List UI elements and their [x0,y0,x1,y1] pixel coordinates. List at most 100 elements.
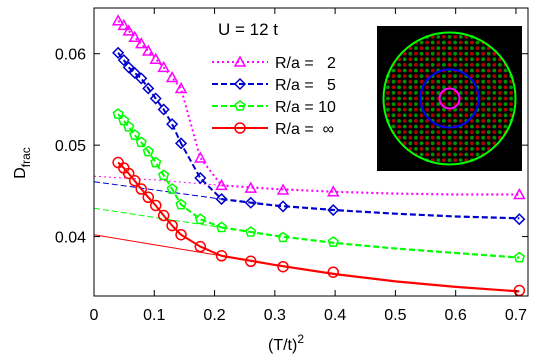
lattice-dot [414,96,418,101]
lattice-dot [492,113,497,118]
lattice-dot [436,85,441,90]
lattice-dot [408,102,413,106]
lattice-dot [419,152,424,157]
lattice-dot [464,46,469,50]
lattice-dot [470,130,474,135]
lattice-dot [397,107,401,112]
lattice-dot [430,96,435,101]
lattice-dot [475,40,480,45]
legend-label: R/a = 5 [275,77,336,94]
lattice-dot [470,85,474,90]
lattice-dot [453,51,457,56]
lattice-dot [464,96,469,101]
lattice-dot [408,113,413,118]
lattice-dot [425,124,429,129]
lattice-dot [419,57,424,62]
lattice-dot [481,85,485,90]
lattice-dot [425,141,429,146]
lattice-dot [408,119,413,123]
lattice-dot [453,74,457,78]
lattice-dot [425,74,429,78]
x-tick-label: 0.7 [505,307,527,324]
lattice-dot [470,40,474,45]
lattice-dot [425,40,429,45]
lattice-dot [453,57,457,62]
lattice-dot [419,119,424,123]
lattice-dot [391,68,396,73]
lattice-dot [464,147,469,151]
lattice-dot [436,35,441,39]
lattice-dot [397,124,401,129]
data-point [174,81,188,94]
data-point [122,61,135,74]
lattice-dot [458,63,463,67]
lattice-dot [481,135,485,140]
lattice-dot [442,46,446,50]
lattice-dot [402,107,407,112]
lattice-dot [447,130,452,135]
y-axis-label: Dfrac [12,147,33,179]
data-point [174,137,188,150]
lattice-dot [486,119,491,123]
lattice-dot [419,124,424,129]
lattice-dot [453,152,457,157]
lattice-dot [436,119,441,123]
lattice-dot [475,141,480,146]
lattice-dot [458,152,463,157]
lattice-dot [402,74,407,78]
lattice-dot [419,130,424,135]
lattice-dot [391,79,396,84]
lattice-dot [442,113,446,118]
lattice-dot [492,51,497,56]
lattice-dot [498,96,502,101]
lattice-dot [391,124,396,129]
lattice-dot [419,113,424,118]
lattice-dot [430,152,435,157]
lattice-dot [414,141,418,146]
lattice-dot [481,68,485,73]
lattice-dot [486,124,491,129]
lattice-dot [436,152,441,157]
lattice-dot [481,119,485,123]
data-point [134,37,148,49]
lattice-dot [458,79,463,84]
lattice-dot [498,85,502,90]
data-point [327,266,339,278]
lattice-dot [498,124,502,129]
data-point [326,185,340,197]
lattice-dot [453,147,457,151]
lattice-dot [402,102,407,106]
lattice-dot [414,63,418,67]
lattice-dot [386,96,390,101]
lattice-dot [503,79,508,84]
inset-ring [419,68,480,129]
lattice-dot [470,74,474,78]
data-point [141,44,155,56]
data-point [175,198,187,210]
lattice-dot [402,85,407,90]
lattice-dot [425,51,429,56]
lattice-dot [498,102,502,106]
lattice-dot [414,124,418,129]
lattice-dot [464,85,469,90]
lattice-dot [453,119,457,123]
lattice-dot [475,152,480,157]
lattice-dot [425,63,429,67]
lattice-dot [430,141,435,146]
lattice-dot [492,119,497,123]
lattice-dot [464,130,469,135]
lattice-dot [447,102,452,106]
lattice-dot [442,57,446,62]
lattice-dot [498,130,502,135]
lattice-dot [436,158,441,163]
lattice-dot [425,135,429,140]
lattice-dot [481,130,485,135]
lattice-dot [486,68,491,73]
lattice-dot [498,119,502,123]
lattice-dot [509,79,513,84]
data-point [166,118,179,131]
data-point [513,187,526,200]
lattice-dot [414,130,418,135]
lattice-dot [425,57,429,62]
x-tick-label: 0.5 [384,307,406,324]
